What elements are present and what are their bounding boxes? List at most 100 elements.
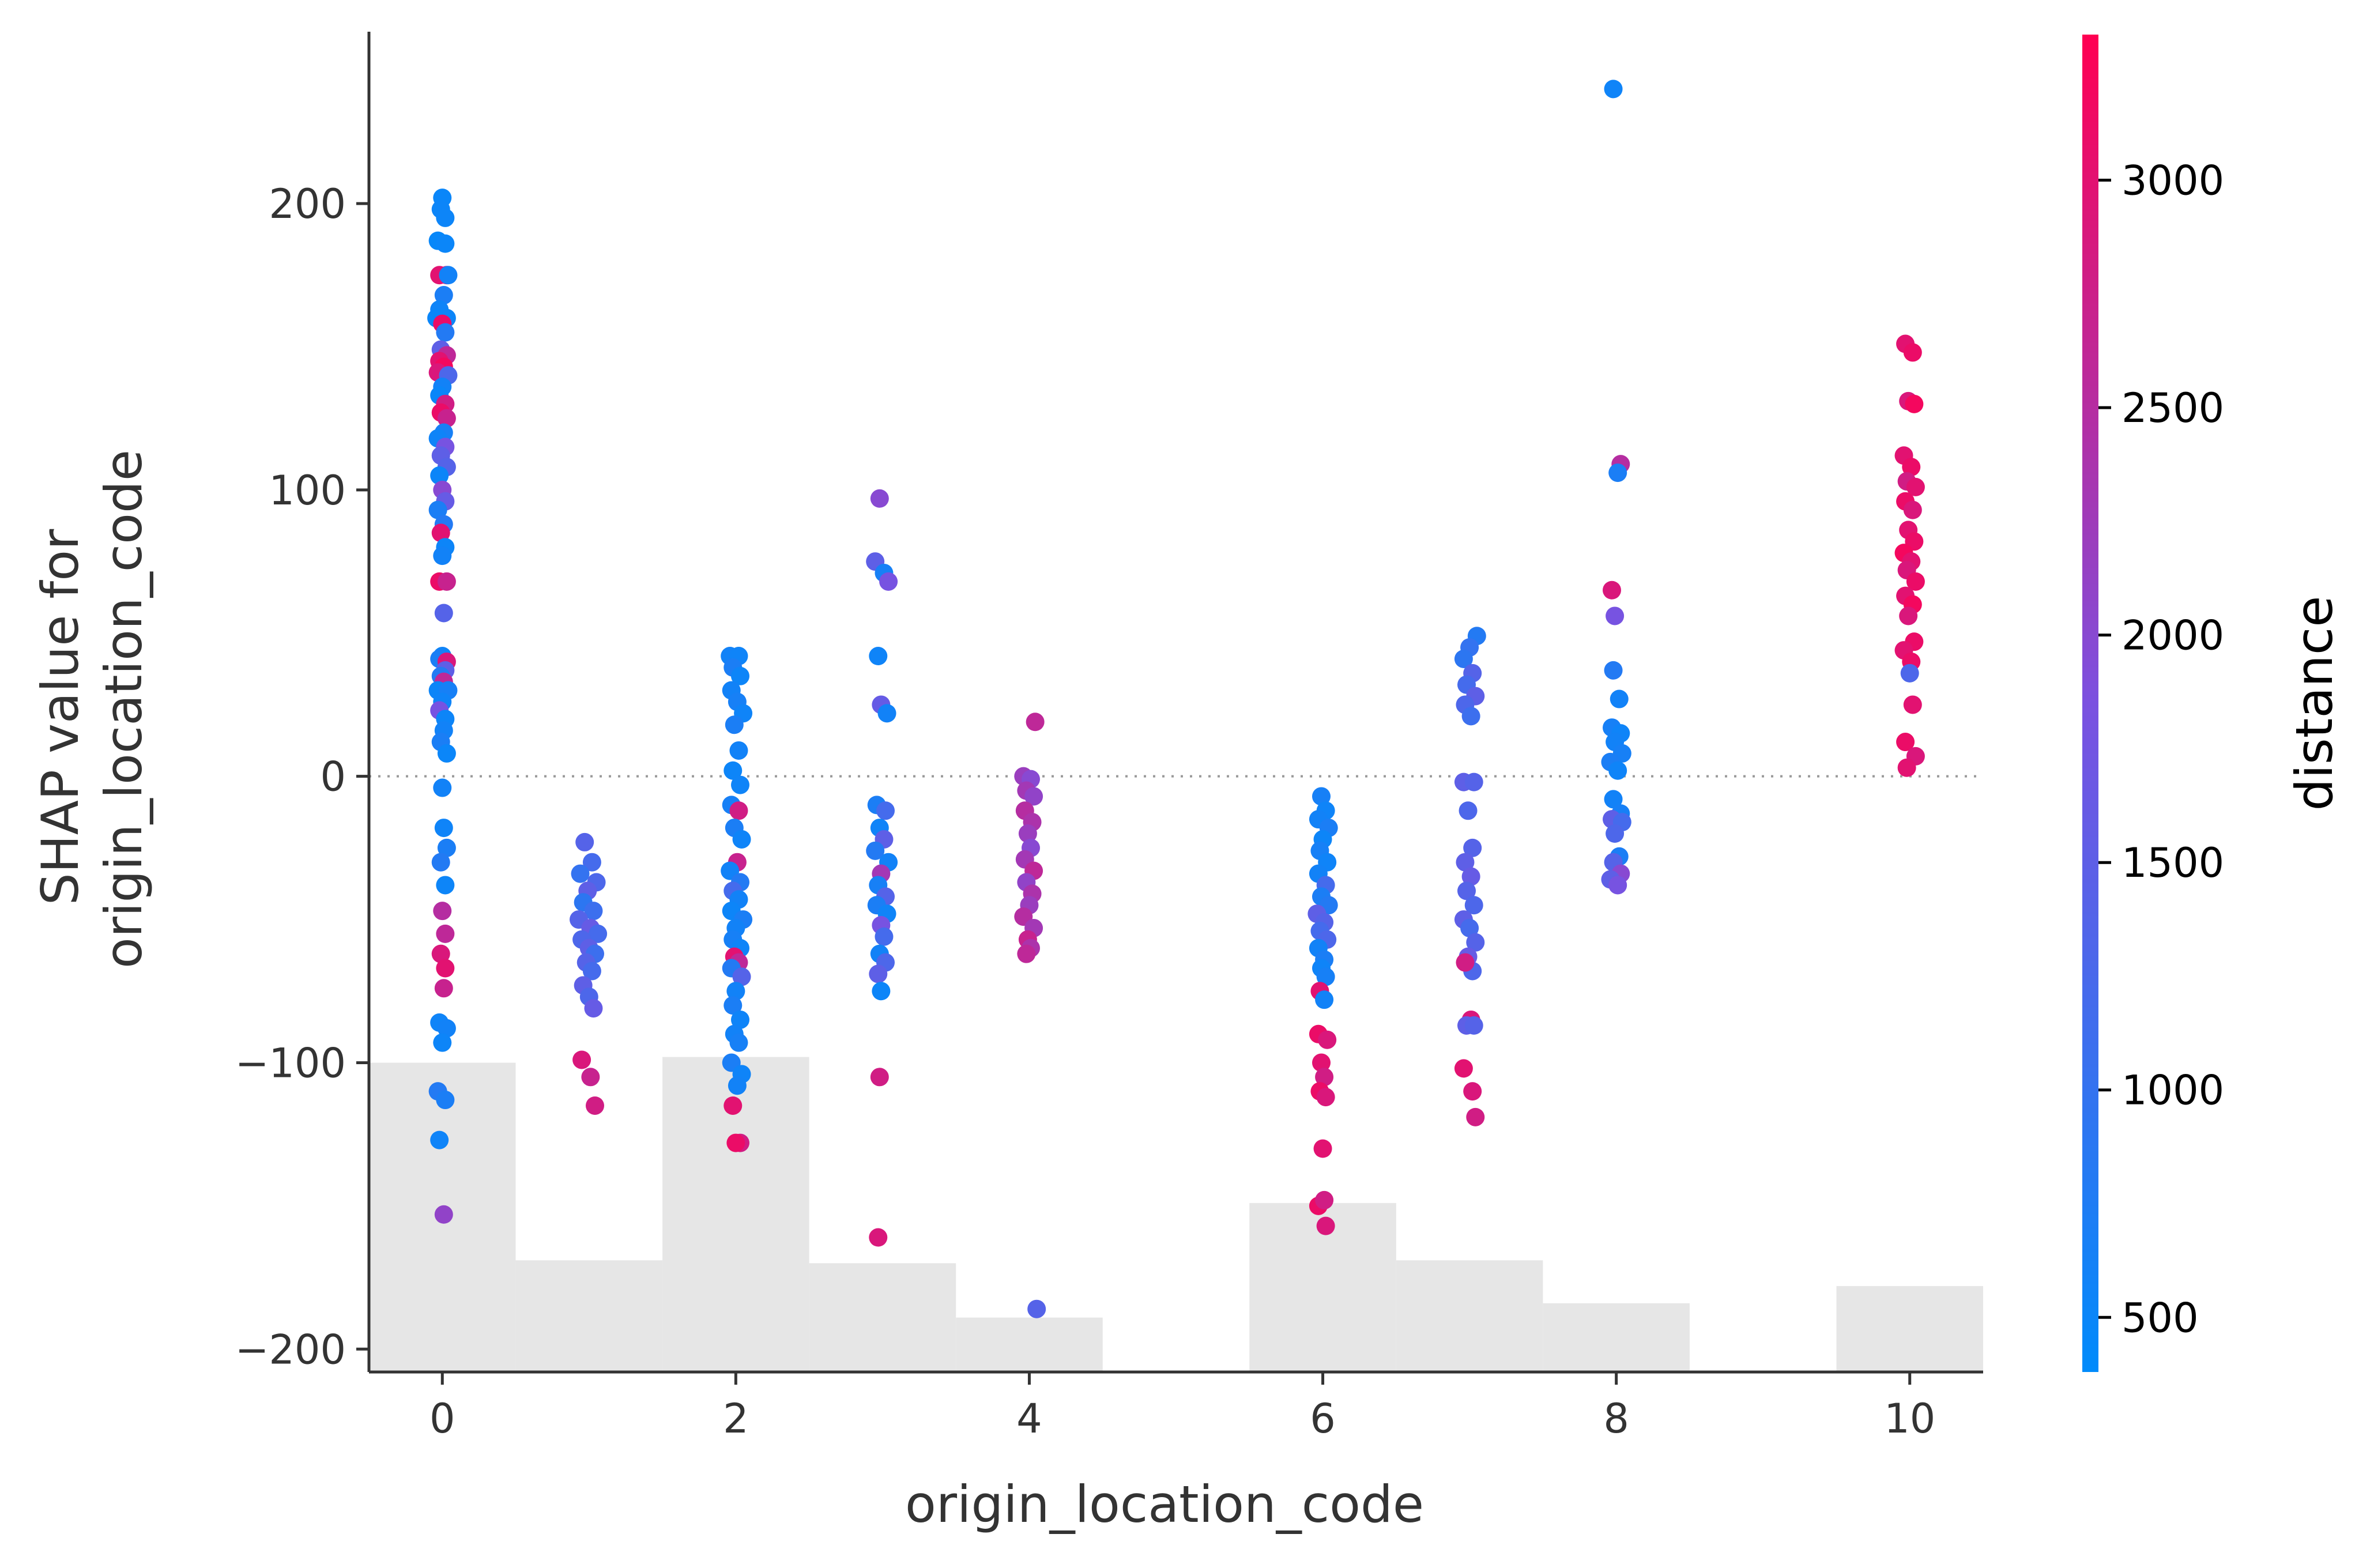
- data-point-255: [1606, 824, 1625, 843]
- data-point-237: [1466, 1107, 1485, 1126]
- data-point-55: [433, 778, 452, 797]
- data-point-225: [1464, 896, 1483, 915]
- y-tick-label: 200: [269, 180, 346, 228]
- data-point-283: [1900, 664, 1919, 683]
- x-axis-ticks: 0 2 4 6 8 10: [429, 1372, 1935, 1442]
- data-point-24: [437, 409, 456, 428]
- y-axis-title-line-1: SHAP value for: [31, 529, 90, 905]
- data-point-78: [584, 902, 603, 921]
- data-point-203: [1315, 1068, 1334, 1087]
- data-point-7: [439, 266, 458, 285]
- data-point-221: [1463, 838, 1482, 857]
- data-point-90: [572, 1050, 591, 1069]
- data-point-222: [1456, 853, 1475, 872]
- data-point-39: [437, 572, 456, 591]
- data-point-284: [1903, 695, 1922, 714]
- data-point-240: [1608, 463, 1627, 483]
- data-point-62: [431, 944, 450, 963]
- data-point-102: [723, 761, 743, 780]
- x-tick-label: 6: [1310, 1395, 1336, 1442]
- data-point-238: [1604, 80, 1623, 99]
- colorbar-tick-label: 1500: [2121, 839, 2224, 887]
- data-point-268: [1906, 477, 1925, 496]
- data-point-177: [1017, 944, 1036, 963]
- colorbar-tick-label: 2500: [2121, 385, 2224, 432]
- data-point-103: [731, 775, 749, 794]
- y-axis-title-line-2: origin_location_code: [94, 450, 153, 968]
- y-tick-label: 100: [269, 467, 346, 514]
- data-point-35: [431, 523, 450, 542]
- data-point-219: [1464, 772, 1483, 791]
- data-point-155: [869, 964, 888, 983]
- data-point-64: [434, 979, 453, 998]
- data-point-270: [1903, 500, 1922, 519]
- histogram-bar-8: [1543, 1303, 1690, 1372]
- data-point-69: [436, 1091, 455, 1110]
- colorbar-gradient: [2082, 35, 2098, 1372]
- data-point-130: [723, 1096, 743, 1115]
- data-point-220: [1459, 801, 1478, 820]
- data-point-70: [430, 1130, 449, 1149]
- histogram-bars: [369, 1057, 1983, 1372]
- data-point-92: [586, 1096, 604, 1115]
- data-point-107: [732, 830, 751, 849]
- data-point-199: [1315, 990, 1334, 1009]
- colorbar-tick-label: 500: [2121, 1294, 2199, 1341]
- data-point-152: [875, 927, 894, 946]
- data-point-234: [1464, 1016, 1483, 1035]
- data-point-89: [584, 999, 603, 1018]
- colorbar-title: distance: [2285, 596, 2344, 811]
- histogram-bar-3: [809, 1263, 956, 1372]
- histogram-bar-4: [956, 1317, 1103, 1372]
- data-point-91: [581, 1068, 600, 1087]
- data-point-205: [1316, 1088, 1335, 1107]
- data-point-227: [1460, 918, 1479, 937]
- data-point-279: [1899, 606, 1918, 625]
- data-point-133: [870, 489, 889, 508]
- data-point-228: [1466, 933, 1485, 952]
- x-tick-label: 2: [723, 1395, 749, 1442]
- data-point-56: [434, 819, 453, 838]
- data-point-251: [1604, 790, 1623, 809]
- data-point-250: [1608, 761, 1627, 780]
- data-point-197: [1316, 967, 1335, 986]
- data-point-8: [434, 286, 453, 305]
- data-point-242: [1606, 606, 1625, 625]
- data-point-57: [437, 838, 456, 857]
- data-point-209: [1316, 1216, 1335, 1235]
- histogram-bar-10: [1836, 1286, 1983, 1372]
- data-point-105: [729, 801, 748, 820]
- data-point-2: [436, 208, 455, 227]
- colorbar-tick-label: 1000: [2121, 1067, 2224, 1114]
- data-point-139: [877, 704, 896, 723]
- data-point-122: [726, 982, 745, 1001]
- data-point-231: [1456, 953, 1475, 972]
- data-point-124: [731, 1010, 749, 1029]
- data-point-260: [1608, 876, 1627, 895]
- data-point-129: [728, 1076, 747, 1095]
- data-point-100: [725, 715, 744, 734]
- data-point-241: [1603, 581, 1621, 600]
- x-axis-title: origin_location_code: [905, 1475, 1424, 1534]
- data-point-60: [433, 902, 452, 921]
- data-point-141: [876, 801, 895, 820]
- data-point-59: [436, 876, 455, 895]
- data-point-276: [1906, 572, 1925, 591]
- data-point-63: [436, 959, 455, 978]
- colorbar: 500 1000 1500 2000 2500 3000 distance: [2082, 35, 2344, 1372]
- data-point-123: [723, 996, 743, 1015]
- y-tick-label: −200: [235, 1326, 346, 1373]
- histogram-bar-7: [1396, 1260, 1543, 1372]
- data-point-67: [433, 1033, 452, 1052]
- data-point-236: [1463, 1082, 1482, 1101]
- data-point-266: [1902, 458, 1921, 477]
- data-point-40: [434, 604, 453, 623]
- x-tick-label: 10: [1884, 1395, 1935, 1442]
- data-point-159: [1026, 713, 1045, 732]
- x-tick-label: 4: [1016, 1395, 1042, 1442]
- data-point-72: [575, 832, 594, 851]
- scatter-points: [427, 80, 1925, 1318]
- data-point-73: [582, 853, 601, 872]
- histogram-bar-1: [515, 1260, 663, 1372]
